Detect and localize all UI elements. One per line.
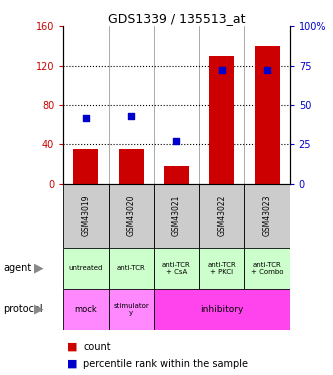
Bar xyxy=(255,46,279,184)
Text: stimulator
y: stimulator y xyxy=(113,303,149,316)
Bar xyxy=(154,289,290,330)
Point xyxy=(264,68,270,74)
Bar xyxy=(63,289,109,330)
Point xyxy=(83,115,89,121)
Text: GSM43021: GSM43021 xyxy=(172,195,181,236)
Bar xyxy=(164,166,189,184)
Text: ▶: ▶ xyxy=(34,303,43,316)
Bar xyxy=(154,248,199,289)
Bar xyxy=(209,56,234,184)
Text: agent: agent xyxy=(3,263,32,273)
Bar xyxy=(199,184,244,248)
Bar xyxy=(109,289,154,330)
Bar xyxy=(244,184,290,248)
Bar xyxy=(154,184,199,248)
Text: inhibitory: inhibitory xyxy=(200,305,243,314)
Text: protocol: protocol xyxy=(3,304,43,314)
Bar xyxy=(109,184,154,248)
Text: ■: ■ xyxy=(67,342,77,352)
Bar xyxy=(119,149,144,184)
Text: ▶: ▶ xyxy=(34,262,43,274)
Point xyxy=(219,68,224,74)
Bar xyxy=(74,149,98,184)
Text: anti-TCR: anti-TCR xyxy=(117,265,146,271)
Text: mock: mock xyxy=(75,305,97,314)
Bar xyxy=(63,248,109,289)
Text: percentile rank within the sample: percentile rank within the sample xyxy=(83,359,248,369)
Bar xyxy=(199,248,244,289)
Text: GSM43019: GSM43019 xyxy=(81,195,91,236)
Text: ■: ■ xyxy=(67,359,77,369)
Bar xyxy=(63,184,109,248)
Bar xyxy=(109,248,154,289)
Text: anti-TCR
+ PKCi: anti-TCR + PKCi xyxy=(207,262,236,274)
Text: count: count xyxy=(83,342,111,352)
Title: GDS1339 / 135513_at: GDS1339 / 135513_at xyxy=(108,12,245,25)
Text: anti-TCR
+ CsA: anti-TCR + CsA xyxy=(162,262,191,274)
Text: anti-TCR
+ Combo: anti-TCR + Combo xyxy=(251,262,283,274)
Bar xyxy=(244,248,290,289)
Point xyxy=(174,138,179,144)
Text: untreated: untreated xyxy=(69,265,103,271)
Point xyxy=(129,113,134,119)
Text: GSM43023: GSM43023 xyxy=(262,195,272,236)
Text: GSM43022: GSM43022 xyxy=(217,195,226,236)
Text: GSM43020: GSM43020 xyxy=(127,195,136,236)
